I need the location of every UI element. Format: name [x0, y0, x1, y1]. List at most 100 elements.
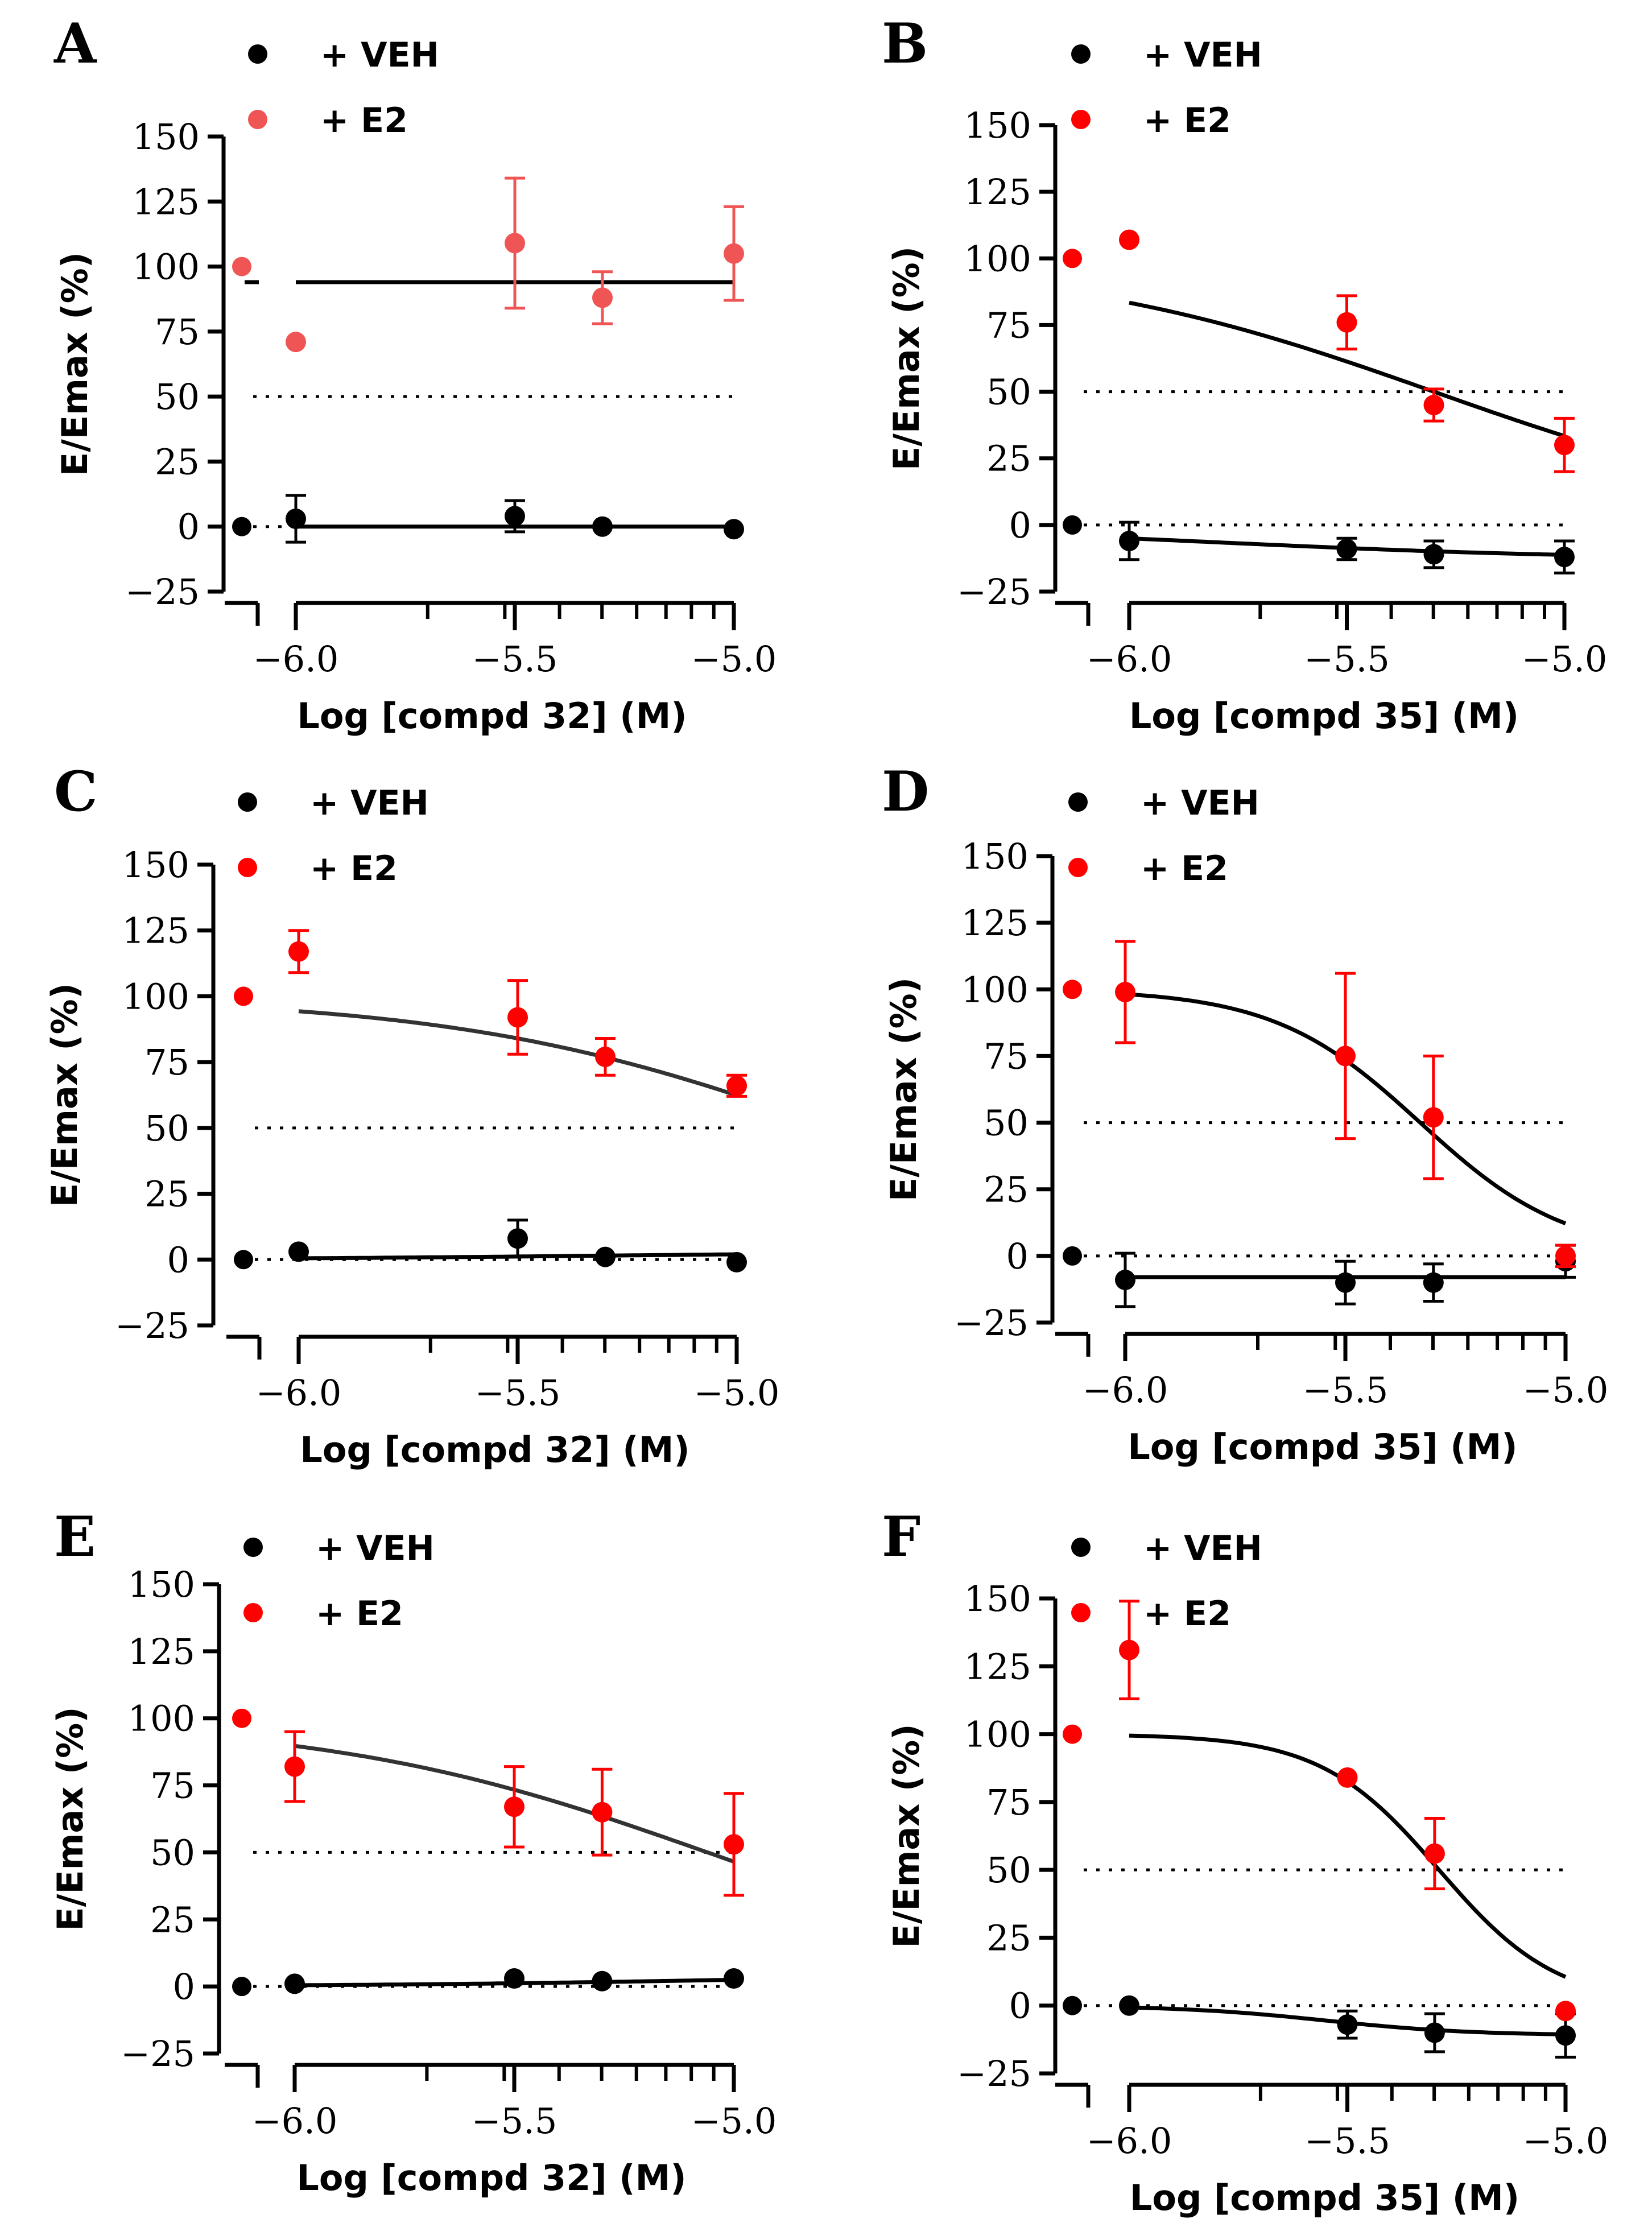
- legend-e2-label: + E2: [310, 849, 398, 889]
- veh-data-point: [288, 1241, 309, 1262]
- y-tick-label: 50: [986, 1849, 1031, 1891]
- y-tick-label: 0: [177, 506, 200, 548]
- e2-data-point: [1335, 1046, 1356, 1067]
- veh-data-point: [724, 519, 744, 540]
- y-tick-label: 75: [144, 1042, 189, 1083]
- veh-data-point: [1554, 547, 1575, 568]
- y-tick-label: 125: [133, 181, 200, 222]
- y-tick-label: 100: [961, 969, 1029, 1010]
- x-tick-label: −6.0: [253, 638, 339, 680]
- panel-b: B −25 0 25 50 75 100 125 150 E/Emax (%) −6.0 −5.5 −5…: [882, 11, 1607, 737]
- y-tick-label: 125: [964, 1646, 1031, 1687]
- y-tick-label: 150: [133, 116, 200, 158]
- y-tick-label: 25: [155, 441, 200, 482]
- veh-data-point: [504, 1968, 524, 1989]
- e2-data-point: [1555, 2001, 1576, 2022]
- legend-veh-label: + VEH: [316, 1528, 435, 1568]
- x-tick-label: −5.0: [1522, 638, 1608, 680]
- y-axis-title: E/Emax (%): [44, 983, 85, 1207]
- x-tick-label: −6.0: [1087, 638, 1172, 680]
- veh-data-point: [505, 506, 525, 527]
- e2-data-point: [1554, 435, 1575, 456]
- panel-letter: E: [54, 1505, 96, 1569]
- legend-veh-marker: [1068, 792, 1088, 812]
- legend-e2-marker: [243, 1603, 263, 1622]
- e2-data-point: [592, 287, 613, 308]
- y-tick-label: 25: [986, 1917, 1031, 1959]
- x-axis-title: Log [compd 32] (M): [297, 695, 687, 737]
- panel-a: A −25 0 25 50 75 100 125 150 E/Emax (%) −6.0 −5.5 −5…: [53, 11, 777, 737]
- e2-data-point: [1423, 1107, 1444, 1128]
- y-tick-label: 150: [964, 1578, 1031, 1619]
- veh-data-point: [507, 1228, 528, 1249]
- legend-veh-label: + VEH: [1141, 783, 1259, 823]
- panel-letter: D: [882, 759, 929, 824]
- e2-data-point: [1119, 1639, 1139, 1660]
- e2-data-point: [286, 332, 306, 353]
- e2-data-point: [726, 1075, 747, 1096]
- veh-data-point: [1423, 1272, 1444, 1293]
- y-tick-label: 150: [128, 1564, 195, 1605]
- y-tick-label: 75: [984, 1035, 1029, 1077]
- y-axis-title: E/Emax (%): [886, 1724, 927, 1948]
- veh-data-point: [1119, 530, 1139, 551]
- e2-control-point: [234, 986, 253, 1006]
- e2-data-point: [288, 941, 309, 962]
- y-axis-title: E/Emax (%): [886, 246, 927, 470]
- y-tick-label: −25: [115, 1305, 189, 1346]
- y-tick-label: 0: [1006, 1236, 1029, 1277]
- panel-letter: F: [882, 1505, 920, 1569]
- x-axis-title: Log [compd 35] (M): [1129, 695, 1519, 737]
- y-tick-label: −25: [957, 571, 1031, 613]
- e2-data-point: [284, 1756, 305, 1777]
- legend-veh-marker: [1071, 1538, 1091, 1557]
- e2-control-point: [1063, 1724, 1082, 1744]
- y-tick-label: 75: [155, 311, 200, 353]
- x-tick-label: −6.0: [256, 1372, 342, 1414]
- veh-data-point: [1335, 1272, 1356, 1293]
- veh-control-point: [234, 1250, 253, 1270]
- y-tick-label: 0: [173, 1966, 195, 2007]
- veh-data-point: [1115, 1270, 1135, 1291]
- e2-data-point: [724, 243, 744, 264]
- veh-data-point: [595, 1246, 616, 1267]
- e2-data-point: [1555, 1245, 1576, 1266]
- e2-data-point: [507, 1007, 528, 1028]
- legend-e2-label: + E2: [320, 101, 408, 141]
- e2-control-point: [232, 257, 251, 276]
- panel-e: E −25 0 25 50 75 100 125 150 E/Emax (%) −6.0 −5.5 −5…: [49, 1505, 777, 2199]
- x-tick-label: −5.5: [472, 2100, 557, 2142]
- veh-data-point: [1555, 2025, 1576, 2046]
- veh-data-point: [286, 509, 306, 529]
- e2-data-point: [504, 1796, 524, 1817]
- panel-f: F −25 0 25 50 75 100 125 150 E/Emax (%) −6.0 −5.5 −5…: [882, 1505, 1608, 2218]
- legend-veh-label: + VEH: [320, 35, 439, 75]
- y-tick-label: 150: [122, 844, 189, 886]
- y-tick-label: 75: [986, 1782, 1031, 1823]
- veh-data-point: [592, 1970, 613, 1992]
- veh-data-point: [1424, 2022, 1445, 2043]
- x-tick-label: −5.0: [1523, 2120, 1609, 2162]
- e2-data-point: [1423, 395, 1444, 415]
- veh-data-point: [1423, 544, 1444, 565]
- y-tick-label: 25: [986, 438, 1031, 480]
- e2-data-point: [724, 1834, 744, 1855]
- x-tick-label: −5.5: [472, 638, 558, 680]
- y-tick-label: 50: [150, 1832, 195, 1873]
- e2-data-point: [1424, 1843, 1445, 1864]
- e2-data-point: [505, 233, 525, 254]
- legend-e2-label: + E2: [1143, 101, 1231, 141]
- legend-e2-marker: [1068, 858, 1088, 877]
- e2-data-point: [1337, 1767, 1358, 1788]
- x-tick-label: −5.5: [1304, 638, 1390, 680]
- panel-letter: C: [54, 759, 97, 824]
- y-tick-label: 50: [144, 1108, 189, 1149]
- legend-e2-label: + E2: [316, 1594, 403, 1634]
- y-tick-label: 25: [150, 1899, 195, 1940]
- veh-control-point: [1063, 1995, 1082, 2015]
- legend-e2-label: + E2: [1143, 1594, 1231, 1634]
- e2-data-point: [1336, 312, 1357, 333]
- y-tick-label: 125: [128, 1631, 195, 1672]
- legend-e2-marker: [1071, 110, 1091, 129]
- y-tick-label: 75: [150, 1765, 195, 1807]
